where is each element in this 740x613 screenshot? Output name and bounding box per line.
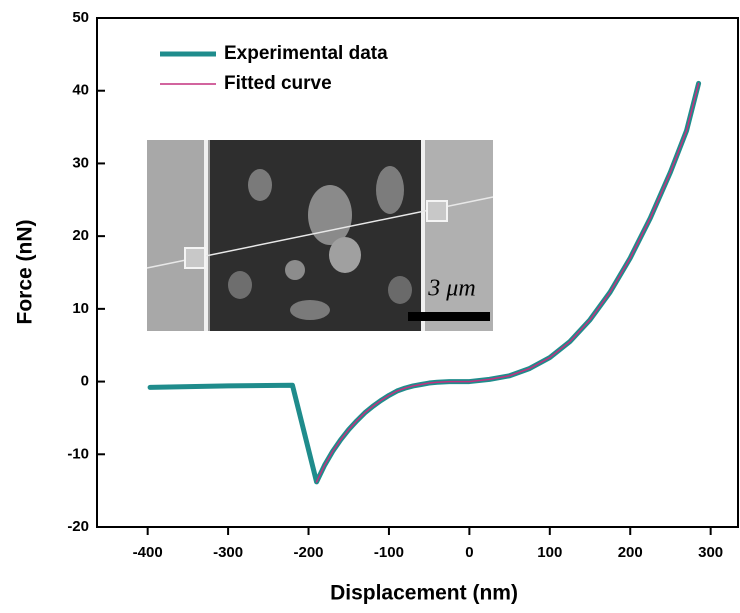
y-tick-label: 0 [81,373,89,390]
x-tick-label: 0 [465,544,473,561]
legend-label: Experimental data [224,43,388,64]
y-tick-label: 10 [72,300,89,317]
y-tick-label: -20 [67,518,89,535]
x-tick-label: -300 [213,544,243,561]
x-tick-label: 300 [698,544,723,561]
inset-image [146,140,494,331]
y-tick-label: 30 [72,154,89,171]
x-axis-title: Displacement (nm) [330,582,518,605]
y-tick-label: 20 [72,227,89,244]
y-axis-title: Force (nN) [14,220,37,325]
y-tick-label: -10 [67,445,89,462]
data-line [315,82,700,483]
plot-frame [96,17,739,528]
legend-label: Fitted curve [224,73,332,94]
x-tick-label: 100 [537,544,562,561]
inset-scale-label: 3 μm [427,276,475,302]
x-tick-label: 200 [618,544,643,561]
y-tick-label: 40 [72,82,89,99]
x-tick-label: -200 [294,544,324,561]
x-tick-label: -400 [133,544,163,561]
x-tick-label: -100 [374,544,404,561]
y-tick-label: 50 [72,9,89,26]
